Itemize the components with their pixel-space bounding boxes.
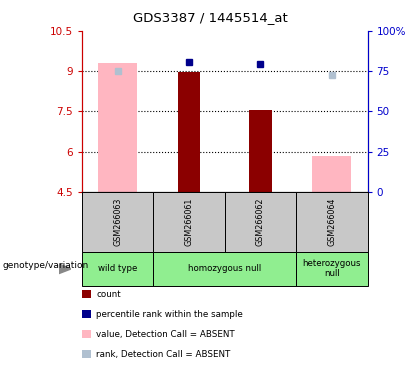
Text: GSM266064: GSM266064 — [327, 198, 336, 246]
Text: GSM266061: GSM266061 — [184, 198, 194, 246]
Text: GSM266062: GSM266062 — [256, 197, 265, 246]
Text: wild type: wild type — [98, 264, 137, 273]
Text: rank, Detection Call = ABSENT: rank, Detection Call = ABSENT — [96, 349, 231, 359]
Bar — [98, 63, 137, 192]
Bar — [178, 72, 200, 192]
Text: heterozygous
null: heterozygous null — [302, 259, 361, 278]
Text: GDS3387 / 1445514_at: GDS3387 / 1445514_at — [133, 12, 287, 25]
Bar — [312, 156, 352, 192]
Text: percentile rank within the sample: percentile rank within the sample — [96, 310, 243, 319]
Polygon shape — [59, 264, 71, 274]
Text: count: count — [96, 290, 121, 299]
Text: GSM266063: GSM266063 — [113, 198, 122, 246]
Text: homozygous null: homozygous null — [188, 264, 261, 273]
Text: genotype/variation: genotype/variation — [2, 261, 88, 270]
Text: value, Detection Call = ABSENT: value, Detection Call = ABSENT — [96, 329, 235, 339]
Bar — [249, 110, 272, 192]
